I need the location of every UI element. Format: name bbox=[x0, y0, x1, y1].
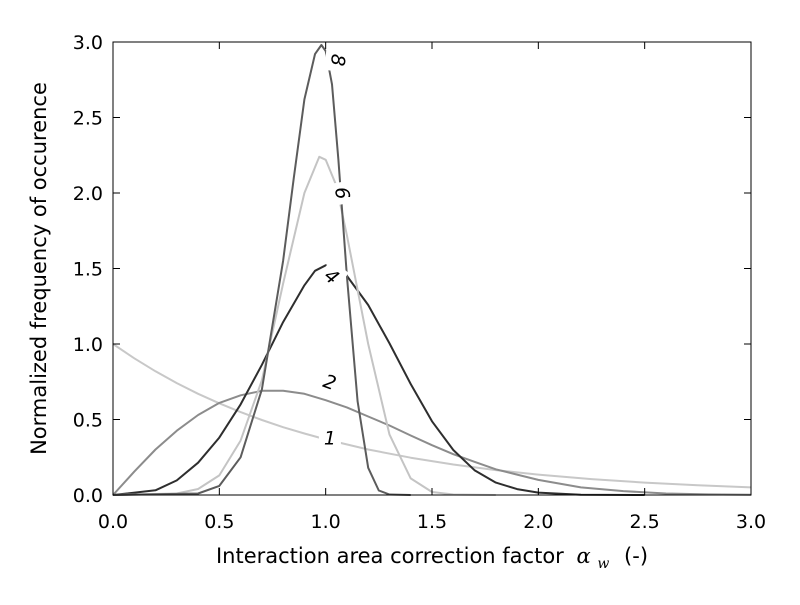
series-label-bg-2 bbox=[315, 365, 345, 398]
y-tick-label: 2.5 bbox=[73, 108, 103, 130]
y-tick-label: 0.5 bbox=[73, 410, 103, 432]
ticks-layer bbox=[112, 41, 752, 496]
x-tick-label: 0.0 bbox=[98, 511, 128, 533]
y-tick-label: 1.0 bbox=[73, 334, 103, 356]
curves-layer bbox=[112, 44, 752, 496]
x-axis-label-unit: (-) bbox=[624, 544, 648, 568]
x-tick-label: 1.0 bbox=[311, 511, 341, 533]
x-axis-label-text: Interaction area correction factor bbox=[216, 544, 564, 568]
series-line-8 bbox=[112, 44, 411, 496]
x-tick-label: 0.5 bbox=[204, 511, 234, 533]
series-label-bg-6 bbox=[327, 179, 358, 207]
x-axis-label: Interaction area correction factor α w (… bbox=[216, 544, 648, 573]
series-label-6: 6 bbox=[330, 185, 354, 201]
tick-labels-layer: 0.0 0.5 1.0 1.5 2.0 2.5 3.0 0.0 0.5 1.0 1.5 2.0 2.5 3… bbox=[73, 32, 766, 533]
y-tick-label: 2.0 bbox=[73, 183, 103, 205]
x-tick-label: 2.0 bbox=[523, 511, 553, 533]
series-line-4 bbox=[112, 264, 645, 496]
series-label-bg-4 bbox=[315, 259, 349, 294]
series-label-8: 8 bbox=[326, 53, 349, 67]
series-line-6 bbox=[112, 155, 496, 496]
series-line-2 bbox=[112, 389, 752, 496]
series-line-1 bbox=[112, 343, 752, 489]
series-label-1: 1 bbox=[324, 428, 336, 450]
x-axis-label-symbol: α bbox=[577, 544, 591, 568]
series-label-bg-1 bbox=[318, 424, 341, 451]
y-axis-label: Normalized frequency of occurence bbox=[27, 82, 51, 455]
y-tick-label: 3.0 bbox=[73, 32, 103, 54]
x-tick-label: 2.5 bbox=[630, 511, 660, 533]
series-label-bg-8 bbox=[324, 48, 353, 73]
x-tick-label: 3.0 bbox=[736, 511, 766, 533]
x-axis-label-subscript: w bbox=[597, 556, 609, 572]
y-tick-label: 0.0 bbox=[73, 485, 103, 507]
x-tick-label: 1.5 bbox=[417, 511, 447, 533]
y-tick-label: 1.5 bbox=[73, 259, 103, 281]
plot-frame bbox=[112, 41, 752, 496]
